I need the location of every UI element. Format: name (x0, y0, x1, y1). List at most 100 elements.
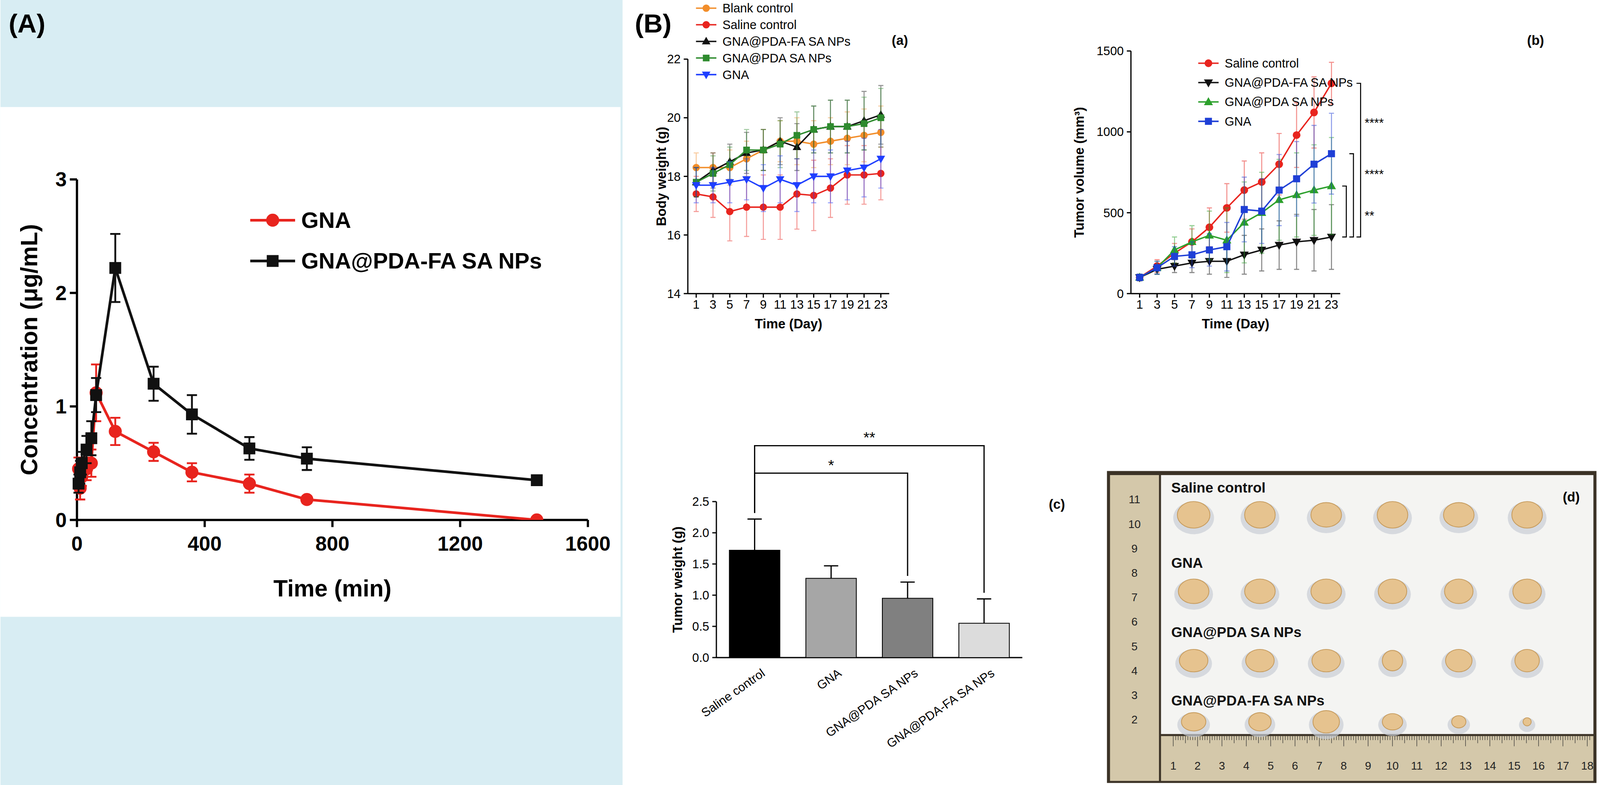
x-axis-title: Time (min) (273, 575, 392, 602)
ruler-tick (1173, 736, 1174, 747)
marker (186, 408, 198, 420)
ruler-tick (1343, 736, 1344, 747)
photo-panel: 123456789101112131415161718111098765432S… (1106, 471, 1597, 784)
panel-label: (b) (1527, 32, 1545, 48)
x-tick-labels: Saline controlGNAGNA@PDA SA NPsGNA@PDA-F… (698, 665, 997, 751)
row-label: GNA@PDA-FA SA NPs (1171, 692, 1325, 709)
legend-marker (267, 255, 279, 267)
tumor (1443, 502, 1475, 528)
ruler-tick (1338, 736, 1340, 741)
y-tick-label: 0 (1117, 286, 1124, 301)
marker (826, 122, 835, 130)
marker (726, 179, 734, 187)
tumor-shadow (1307, 649, 1345, 679)
significance-label: ** (863, 428, 876, 447)
ruler-tick (1265, 736, 1266, 741)
marker (185, 466, 199, 479)
marker (810, 125, 818, 133)
marker (776, 204, 784, 211)
ruler-tick (1550, 736, 1551, 744)
tumor-shadow (1378, 650, 1407, 678)
ruler-tick (1419, 736, 1420, 741)
x-axis-title: Time (Day) (754, 316, 823, 332)
ruler-tick (1567, 736, 1568, 741)
ruler-tick (1499, 736, 1500, 741)
x-tick (1138, 293, 1141, 299)
ruler-tick (1248, 736, 1249, 741)
marker (109, 425, 122, 438)
ruler-tick (1528, 736, 1530, 741)
ruler-tick (1401, 736, 1403, 741)
marker (692, 182, 700, 190)
tumor (1244, 579, 1276, 604)
marker (1153, 263, 1161, 271)
ruler-tick (1416, 736, 1417, 747)
x-tick (586, 520, 589, 528)
x-tick-label: 11 (773, 297, 787, 312)
ruler-tick (1555, 736, 1556, 741)
plot-area (1135, 62, 1336, 282)
y-tick (683, 58, 689, 60)
ruler-tick (1253, 736, 1254, 741)
error-bars (73, 233, 542, 493)
row-label: GNA (1171, 555, 1203, 571)
marker (843, 168, 852, 175)
x-axis (1130, 292, 1340, 295)
row-label: Saline control (1171, 479, 1266, 496)
legend: GNAGNA@PDA-FA SA NPs (250, 207, 542, 274)
marker (1275, 242, 1284, 250)
series-line (1139, 236, 1332, 278)
ruler-tick (1243, 736, 1245, 741)
x-tick (1226, 293, 1228, 299)
ruler-label: 8 (1340, 759, 1348, 773)
x-tick (729, 293, 731, 299)
tumor (1382, 713, 1403, 731)
error-bar (900, 582, 915, 599)
y-tick (712, 563, 717, 565)
ruler-tick (1360, 736, 1361, 741)
marker (243, 477, 256, 491)
marker (826, 173, 835, 181)
ruler-tick (1436, 736, 1437, 741)
ruler-tick (1518, 736, 1520, 741)
ruler-label: 8 (1131, 566, 1138, 580)
ruler-tick (1433, 736, 1435, 741)
ruler-tick (1458, 736, 1459, 741)
legend-marker (1205, 118, 1212, 125)
ruler-label: 9 (1131, 542, 1138, 556)
x-axis (687, 292, 890, 295)
x-tick (1156, 293, 1158, 299)
marker (759, 185, 767, 193)
marker (743, 204, 750, 211)
ruler-tick (1579, 736, 1581, 741)
ruler-tick (1584, 736, 1586, 741)
figure: 0123040080012001600Time (min)Concentrati… (0, 0, 1600, 785)
ruler-tick (1533, 736, 1534, 741)
ruler-tick (1501, 736, 1503, 744)
ruler-label: 13 (1459, 759, 1472, 773)
x-tick-label: Saline control (698, 666, 768, 721)
series-line (696, 115, 882, 183)
significance-label: **** (1364, 167, 1385, 181)
y-axis (715, 501, 718, 658)
x-tick (695, 293, 697, 299)
ruler-tick (1236, 736, 1237, 741)
marker (878, 115, 885, 122)
x-tick-label: GNA@PDA-FA SA NPs (884, 666, 997, 752)
legend-label: Saline control (722, 17, 797, 32)
y-tick-label: 1 (55, 395, 68, 418)
y-tick (1126, 292, 1132, 295)
y-tick (69, 178, 77, 181)
bar (958, 623, 1010, 658)
bar (882, 598, 933, 658)
error-bar (828, 100, 834, 153)
tumor-shadow (1373, 501, 1413, 535)
marker (1136, 274, 1144, 281)
y-tick (1126, 50, 1132, 52)
ruler-tick (1508, 736, 1510, 741)
ruler-label: 4 (1131, 664, 1138, 678)
ruler-tick (1462, 736, 1464, 741)
marker (793, 132, 800, 139)
ruler-tick (1504, 736, 1505, 741)
ruler-tick (1560, 736, 1561, 741)
